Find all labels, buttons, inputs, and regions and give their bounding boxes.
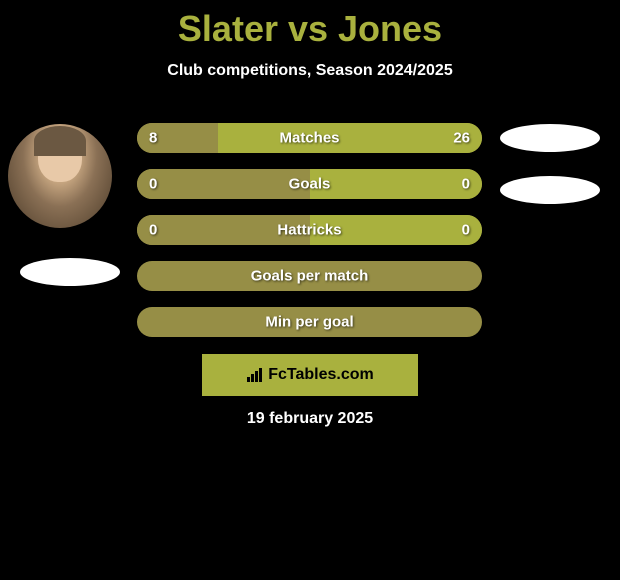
chart-icon	[246, 368, 264, 382]
stat-value-left: 8	[149, 130, 157, 147]
branding-banner: FcTables.com	[202, 354, 418, 396]
page-title: Slater vs Jones	[0, 0, 620, 50]
stat-value-right: 26	[453, 130, 470, 147]
stat-value-right: 0	[462, 176, 470, 193]
stat-fill-right	[218, 123, 482, 153]
stat-value-left: 0	[149, 176, 157, 193]
stat-label: Hattricks	[277, 222, 341, 239]
stat-label: Matches	[279, 130, 339, 147]
stat-fill-left	[137, 169, 310, 199]
stat-value-right: 0	[462, 222, 470, 239]
stats-container: 8 Matches 26 0 Goals 0 0 Hattricks 0 Goa…	[137, 123, 482, 353]
stat-label: Goals per match	[251, 268, 369, 285]
subtitle: Club competitions, Season 2024/2025	[0, 62, 620, 80]
team-logo-right-2	[500, 176, 600, 204]
date-text: 19 february 2025	[247, 410, 373, 428]
stat-label: Goals	[289, 176, 331, 193]
stat-row-hattricks: 0 Hattricks 0	[137, 215, 482, 245]
stat-label: Min per goal	[265, 314, 353, 331]
stat-fill-right	[310, 169, 483, 199]
stat-row-goals-per-match: Goals per match	[137, 261, 482, 291]
stat-row-min-per-goal: Min per goal	[137, 307, 482, 337]
brand-text: FcTables.com	[268, 366, 374, 384]
player-avatar-left	[8, 124, 112, 228]
stat-row-goals: 0 Goals 0	[137, 169, 482, 199]
stat-row-matches: 8 Matches 26	[137, 123, 482, 153]
stat-value-left: 0	[149, 222, 157, 239]
team-logo-right-1	[500, 124, 600, 152]
team-logo-left	[20, 258, 120, 286]
